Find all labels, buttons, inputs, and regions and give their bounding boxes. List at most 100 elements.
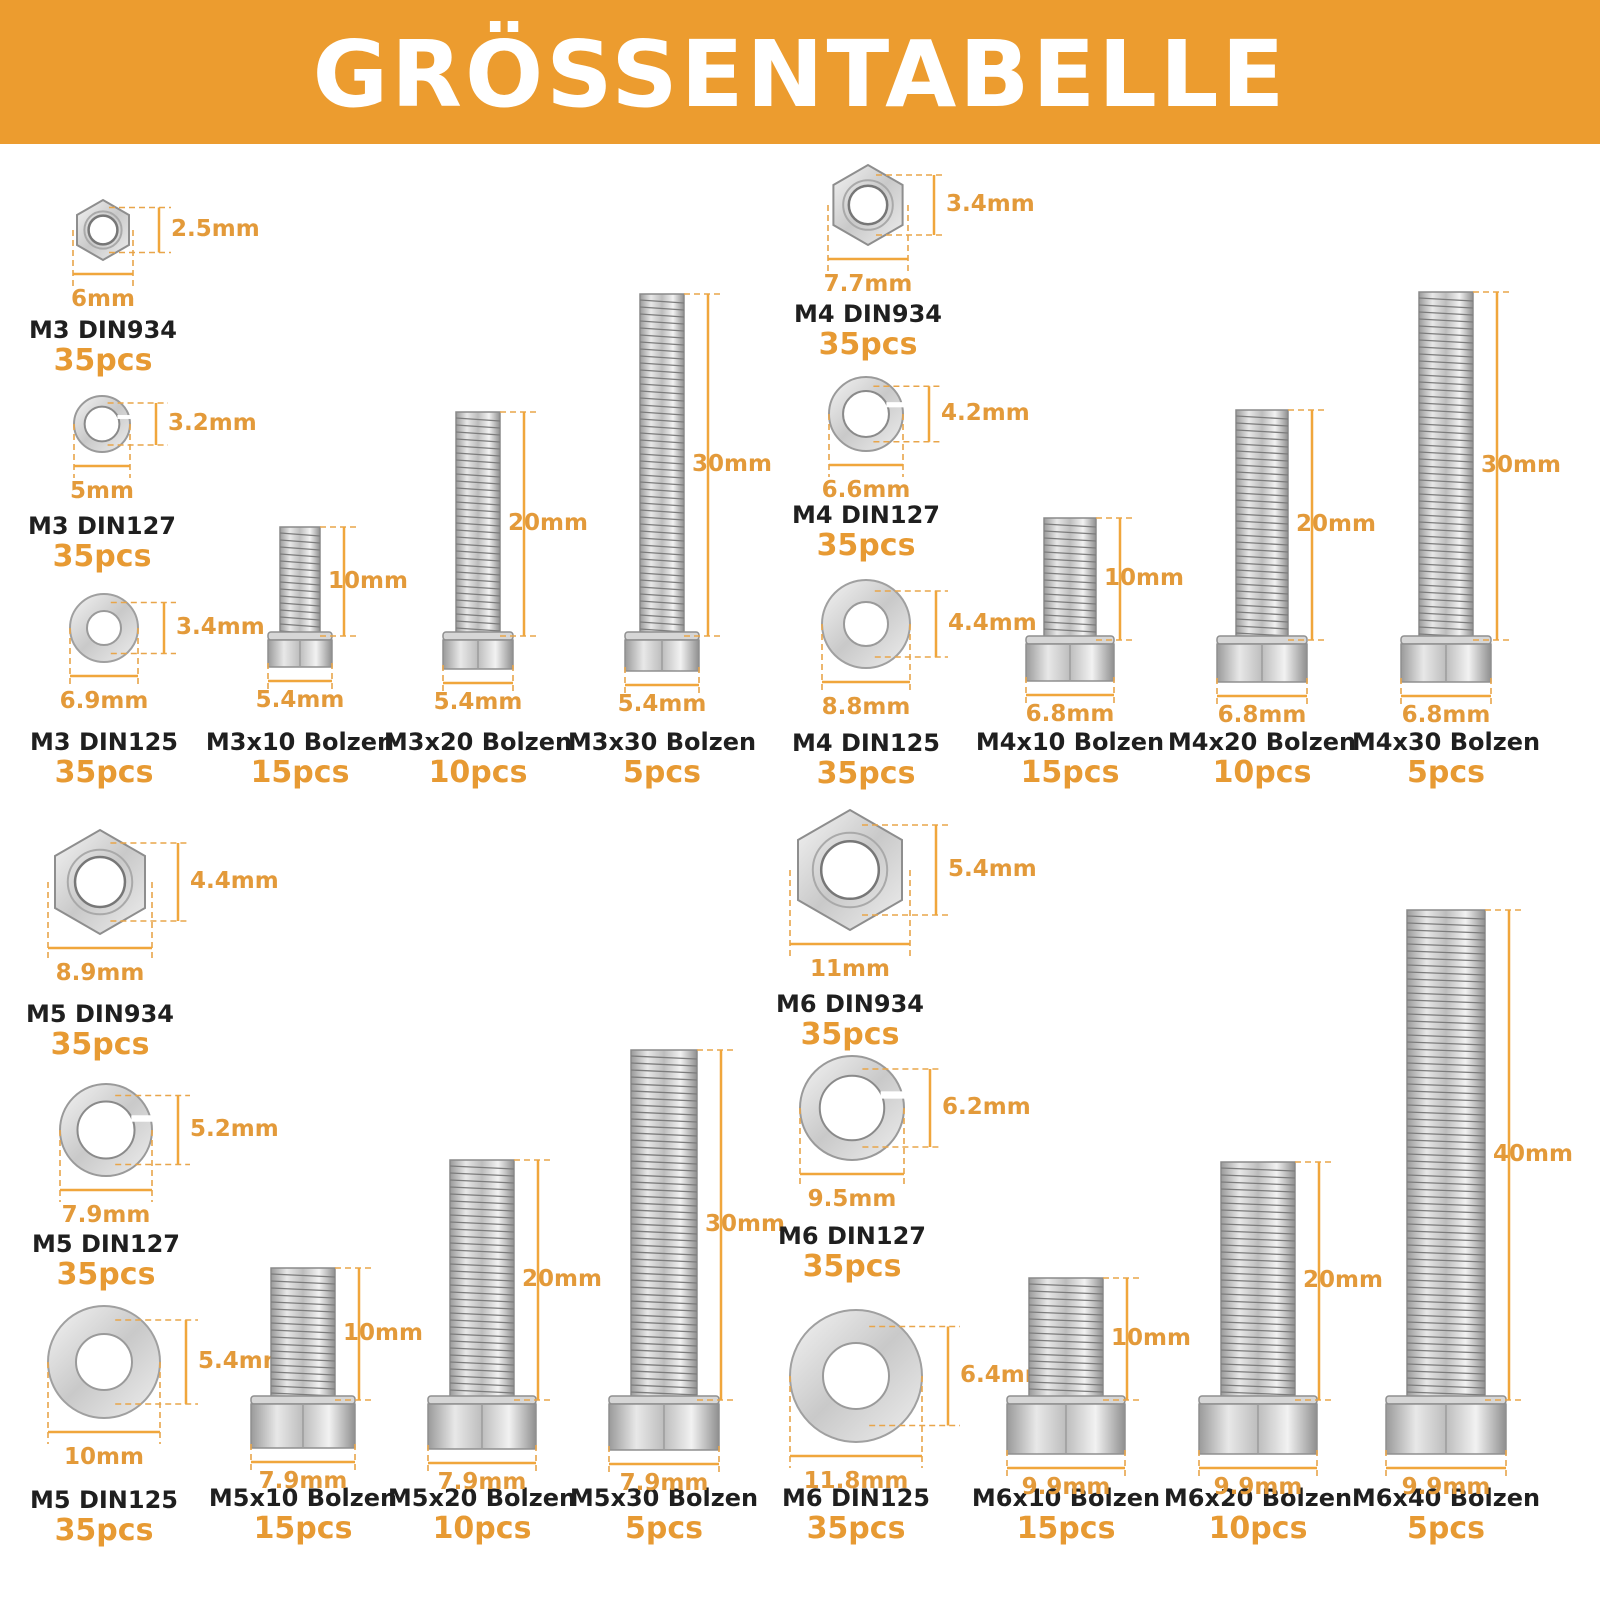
- item-quantity-m3-din934: 35pcs: [53, 343, 153, 378]
- item-quantity-m6x10-bolzen: 15pcs: [1016, 1511, 1116, 1546]
- item-quantity-m6-din934: 35pcs: [800, 1017, 900, 1052]
- dimension-length-m3x10-bolzen: 10mm: [328, 567, 408, 594]
- dimension-height-m3-din127: 3.2mm: [168, 410, 257, 436]
- item-name-m3-din934: M3 DIN934: [29, 316, 177, 344]
- dimension-width-m6x40-bolzen: 9.9mm: [1401, 1474, 1491, 1500]
- item-name-m5-din127: M5 DIN127: [32, 1230, 180, 1258]
- dimension-length-m6x40-bolzen: 40mm: [1493, 1141, 1573, 1167]
- item-quantity-m5-din125: 35pcs: [54, 1513, 154, 1548]
- item-quantity-m4x10-bolzen: 15pcs: [1020, 755, 1120, 790]
- item-name-m4-din127: M4 DIN127: [792, 501, 940, 529]
- item-quantity-m6x20-bolzen: 10pcs: [1208, 1511, 1308, 1546]
- item-name-m6-din934: M6 DIN934: [776, 990, 924, 1018]
- dimension-length-m5x20-bolzen: 20mm: [522, 1266, 602, 1292]
- item-quantity-m5-din934: 35pcs: [50, 1027, 150, 1062]
- item-name-m5x30-bolzen: M5x30 Bolzen: [569, 1484, 759, 1512]
- dimension-length-m4x20-bolzen: 20mm: [1296, 511, 1376, 537]
- dimension-width-m3-din934: 6mm: [71, 286, 135, 312]
- item-name-m4x20-bolzen: M4x20 Bolzen: [1167, 728, 1357, 756]
- item-quantity-m5x30-bolzen: 5pcs: [625, 1511, 703, 1546]
- dimension-height-m6-din125: 6.4mm: [960, 1362, 1049, 1388]
- dimension-width-m6-din934: 11mm: [810, 956, 890, 982]
- item-quantity-m4-din127: 35pcs: [816, 528, 916, 563]
- item-name-m3-din125: M3 DIN125: [30, 728, 178, 756]
- dimension-height-m6-din127: 6.2mm: [942, 1094, 1031, 1120]
- dimension-length-m5x30-bolzen: 30mm: [705, 1211, 785, 1237]
- dimension-width-m3x30-bolzen: 5.4mm: [617, 691, 707, 717]
- title-banner: GRÖSSENTABELLE: [0, 0, 1600, 144]
- dimension-width-m3x20-bolzen: 5.4mm: [433, 689, 523, 715]
- dimension-height-m3-din934: 2.5mm: [171, 216, 260, 242]
- dimension-height-m5-din127: 5.2mm: [190, 1116, 279, 1142]
- dimension-height-m4-din934: 3.4mm: [946, 191, 1035, 217]
- item-quantity-m4-din125: 35pcs: [816, 756, 916, 791]
- item-name-m6x20-bolzen: M6x20 Bolzen: [1163, 1484, 1353, 1512]
- item-quantity-m5-din127: 35pcs: [56, 1257, 156, 1292]
- item-name-m6-din127: M6 DIN127: [778, 1222, 926, 1250]
- item-name-m5x10-bolzen: M5x10 Bolzen: [208, 1484, 398, 1512]
- item-name-m4-din125: M4 DIN125: [792, 729, 940, 757]
- item-quantity-m4x30-bolzen: 5pcs: [1407, 755, 1485, 790]
- item-quantity-m5x10-bolzen: 15pcs: [253, 1511, 353, 1546]
- dimension-width-m5-din934: 8.9mm: [55, 960, 145, 986]
- item-name-m5x20-bolzen: M5x20 Bolzen: [387, 1484, 577, 1512]
- dimension-width-m4x30-bolzen: 6.8mm: [1401, 702, 1491, 728]
- item-quantity-m6-din125: 35pcs: [806, 1511, 906, 1546]
- item-name-m6x10-bolzen: M6x10 Bolzen: [971, 1484, 1161, 1512]
- item-quantity-m5x20-bolzen: 10pcs: [432, 1511, 532, 1546]
- dimension-width-m6x10-bolzen: 9.9mm: [1021, 1474, 1111, 1500]
- dimension-width-m5x20-bolzen: 7.9mm: [437, 1469, 527, 1495]
- dimension-width-m3-din125: 6.9mm: [59, 688, 149, 714]
- item-name-m4x30-bolzen: M4x30 Bolzen: [1351, 728, 1541, 756]
- dimension-height-m4-din125: 4.4mm: [948, 610, 1037, 636]
- item-quantity-m6x40-bolzen: 5pcs: [1407, 1511, 1485, 1546]
- dimension-width-m4x20-bolzen: 6.8mm: [1217, 702, 1307, 728]
- item-name-m6x40-bolzen: M6x40 Bolzen: [1351, 1484, 1541, 1512]
- dimension-height-m6-din934: 5.4mm: [948, 856, 1037, 882]
- dimension-width-m4-din127: 6.6mm: [821, 477, 911, 503]
- dimension-width-m3x10-bolzen: 5.4mm: [255, 687, 345, 713]
- dimension-length-m5x10-bolzen: 10mm: [343, 1320, 423, 1346]
- item-name-m3x10-bolzen: M3x10 Bolzen: [205, 728, 395, 756]
- dimension-height-m3-din125: 3.4mm: [176, 614, 265, 640]
- dimension-length-m3x30-bolzen: 30mm: [692, 451, 772, 477]
- item-quantity-m4-din934: 35pcs: [818, 327, 918, 362]
- dimension-width-m6-din125: 11.8mm: [803, 1468, 909, 1494]
- item-quantity-m3x20-bolzen: 10pcs: [428, 755, 528, 790]
- dimension-width-m5x10-bolzen: 7.9mm: [258, 1468, 348, 1494]
- dimension-width-m6x20-bolzen: 9.9mm: [1213, 1474, 1303, 1500]
- dimension-length-m6x20-bolzen: 20mm: [1303, 1267, 1383, 1293]
- item-quantity-m4x20-bolzen: 10pcs: [1212, 755, 1312, 790]
- dimension-width-m4-din125: 8.8mm: [821, 694, 911, 720]
- item-name-m4-din934: M4 DIN934: [794, 300, 942, 328]
- page-title: GRÖSSENTABELLE: [312, 21, 1288, 128]
- item-quantity-m3x10-bolzen: 15pcs: [250, 755, 350, 790]
- dimension-width-m5-din125: 10mm: [64, 1444, 144, 1470]
- dimension-width-m5x30-bolzen: 7.9mm: [619, 1470, 709, 1496]
- item-name-m4x10-bolzen: M4x10 Bolzen: [975, 728, 1165, 756]
- item-name-m3-din127: M3 DIN127: [28, 512, 176, 540]
- item-name-m5-din934: M5 DIN934: [26, 1000, 174, 1028]
- dimension-width-m3-din127: 5mm: [70, 478, 134, 504]
- item-quantity-m6-din127: 35pcs: [802, 1249, 902, 1284]
- item-quantity-m3-din125: 35pcs: [54, 755, 154, 790]
- dimension-length-m6x10-bolzen: 10mm: [1111, 1325, 1191, 1351]
- dimension-length-m3x20-bolzen: 20mm: [508, 510, 588, 536]
- dimension-height-m4-din127: 4.2mm: [941, 400, 1030, 426]
